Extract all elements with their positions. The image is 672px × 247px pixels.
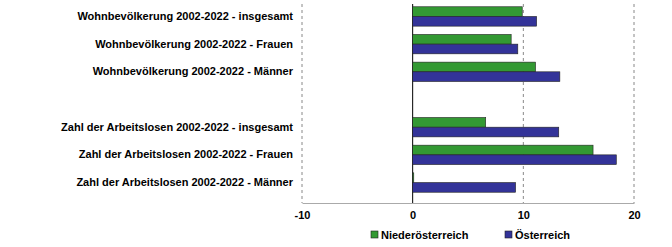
bar	[413, 7, 523, 17]
tick: Wohnbevölkerung 2002-2022 - Frauen	[95, 38, 302, 50]
bar	[413, 44, 518, 54]
tick: 20	[628, 203, 640, 221]
tick: Zahl der Arbeitslosen 2002-2022 - insges…	[61, 121, 302, 133]
grid-line	[412, 4, 413, 203]
tick-label: Zahl der Arbeitslosen 2002-2022 - insges…	[61, 121, 293, 133]
tick-label: Zahl der Arbeitslosen 2002-2022 - Frauen	[79, 148, 293, 160]
bar	[413, 117, 486, 127]
legend-label: Niederösterreich	[381, 229, 469, 241]
bar	[413, 62, 536, 72]
y-axis: Wohnbevölkerung 2002-2022 - insgesamt Woh…	[61, 10, 302, 188]
grid-line	[302, 4, 303, 203]
tick-label: Zahl der Arbeitslosen 2002-2022 - Männer	[76, 176, 293, 188]
bar	[413, 127, 559, 137]
legend-item: Österreich	[505, 229, 570, 241]
legend-swatch	[505, 231, 512, 238]
tick: Wohnbevölkerung 2002-2022 - insgesamt	[77, 10, 302, 22]
legend-swatch	[371, 231, 378, 238]
grid-line	[634, 4, 635, 203]
chart: -10 0 10 20 Wohnbevölkerung 2002-2022 - insg…	[0, 0, 672, 247]
legend-label: Österreich	[515, 229, 570, 241]
plot: -10 0 10 20 Wohnbevölkerung 2002-2022 - insg…	[61, 4, 641, 221]
tick: 0	[410, 203, 416, 221]
grid	[302, 4, 634, 203]
bar	[413, 145, 593, 155]
bar	[413, 173, 414, 183]
x-axis: -10 0 10 20	[295, 203, 641, 221]
tick-label: 20	[628, 209, 640, 221]
tick: Zahl der Arbeitslosen 2002-2022 - Frauen	[79, 148, 302, 160]
tick-label: -10	[295, 209, 311, 221]
grid-line	[523, 4, 524, 203]
tick-label: 0	[410, 209, 416, 221]
tick: 10	[518, 203, 530, 221]
legend: Niederösterreich Österreich	[371, 229, 570, 241]
tick: Wohnbevölkerung 2002-2022 - Männer	[93, 65, 302, 77]
bar	[413, 155, 617, 165]
tick-label: Wohnbevölkerung 2002-2022 - insgesamt	[77, 10, 293, 22]
bar	[413, 34, 511, 44]
bars	[413, 7, 617, 192]
tick-label: Wohnbevölkerung 2002-2022 - Frauen	[95, 38, 293, 50]
bar	[413, 183, 516, 193]
tick-label: Wohnbevölkerung 2002-2022 - Männer	[93, 65, 294, 77]
tick: -10	[295, 203, 311, 221]
bar	[413, 72, 560, 82]
bar	[413, 16, 537, 26]
tick: Zahl der Arbeitslosen 2002-2022 - Männer	[76, 176, 302, 188]
axis-line	[303, 203, 635, 204]
legend-item: Niederösterreich	[371, 229, 469, 241]
tick-label: 10	[518, 209, 530, 221]
